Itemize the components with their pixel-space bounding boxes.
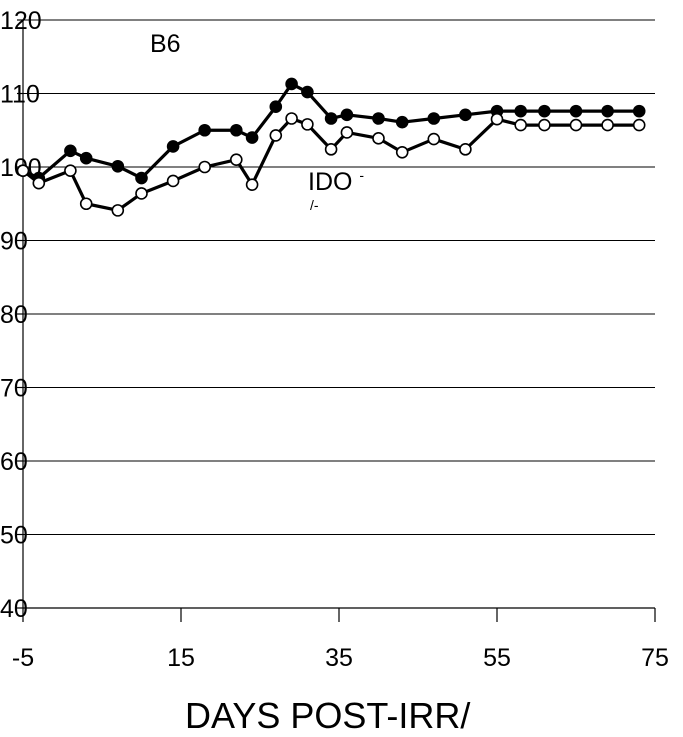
series-1-point	[79, 197, 93, 211]
x-axis-label: DAYS POST-IRR/	[185, 695, 470, 736]
series-group	[16, 77, 646, 217]
series-0-point	[64, 144, 77, 158]
series-label-ido-sup: -	[359, 167, 364, 183]
series-0-point	[166, 140, 180, 153]
series-1-point	[324, 143, 338, 156]
series-1-point	[569, 118, 583, 132]
series-1-point	[514, 118, 528, 132]
y-tick-label-120: 120	[0, 7, 42, 35]
series-0-point	[459, 108, 472, 122]
series-1-point	[230, 153, 243, 166]
y-tick-label-80: 80	[0, 301, 28, 329]
series-1-point	[198, 160, 211, 174]
series-0-point	[632, 104, 646, 118]
series-1-point	[285, 112, 298, 125]
y-tick-labels: 405060708090100110120	[0, 7, 42, 623]
y-tick-label-60: 60	[0, 448, 28, 476]
series-1-point	[135, 187, 148, 200]
series-1-point	[301, 118, 314, 131]
series-0-point	[198, 123, 211, 137]
series-1-point	[269, 129, 283, 142]
x-tick-labels: -5 15 35 55 75	[12, 644, 669, 672]
series-0-point	[395, 115, 409, 129]
y-tick-label-50: 50	[0, 522, 28, 550]
series-0-point	[601, 104, 614, 118]
series-1-point	[32, 176, 46, 190]
series-0-point	[340, 108, 354, 122]
series-0-point	[230, 123, 243, 137]
x-tick-label-15: 15	[167, 644, 195, 672]
series-1-point	[632, 118, 646, 132]
series-1-point	[111, 204, 125, 217]
x-tick-label--5: -5	[12, 644, 34, 672]
y-tick-label-110: 110	[0, 81, 40, 109]
series-0-point	[245, 131, 259, 144]
series-1-point	[372, 132, 385, 145]
gridlines	[23, 19, 655, 535]
x-tick-label-75: 75	[641, 644, 669, 672]
series-1-point	[245, 178, 259, 191]
series-1-point	[64, 164, 77, 177]
series-label-ido-main: IDO	[308, 168, 352, 196]
series-1-point	[16, 164, 30, 177]
series-1-point	[340, 126, 354, 139]
series-label-ido: IDO - /-	[308, 158, 371, 213]
series-0-point	[301, 85, 314, 99]
series-1-point	[490, 112, 504, 126]
y-tick-label-90: 90	[0, 228, 28, 256]
series-1-point	[395, 146, 409, 159]
series-0-point	[372, 112, 385, 125]
series-1-point	[538, 118, 551, 132]
series-0-point	[269, 100, 283, 114]
x-tick-label-35: 35	[325, 644, 353, 672]
series-0-point	[427, 112, 441, 125]
series-0-point	[285, 77, 298, 91]
x-tick-label-55: 55	[483, 644, 511, 672]
series-0-point	[569, 104, 583, 118]
series-0-point	[538, 104, 551, 118]
series-1-point	[166, 174, 180, 188]
series-1-point	[459, 143, 472, 156]
series-0-point	[111, 159, 125, 173]
series-1-point	[601, 118, 614, 132]
series-label-b6: B6	[150, 30, 181, 58]
series-0-point	[79, 151, 93, 165]
series-0-point	[324, 112, 338, 125]
series-0-point	[135, 171, 148, 185]
series-1-point	[427, 132, 441, 146]
y-tick-label-40: 40	[0, 595, 28, 623]
y-tick-label-70: 70	[0, 375, 28, 403]
axes	[17, 19, 656, 622]
series-label-ido-sub: /-	[310, 197, 319, 213]
series-0-point	[514, 104, 528, 118]
